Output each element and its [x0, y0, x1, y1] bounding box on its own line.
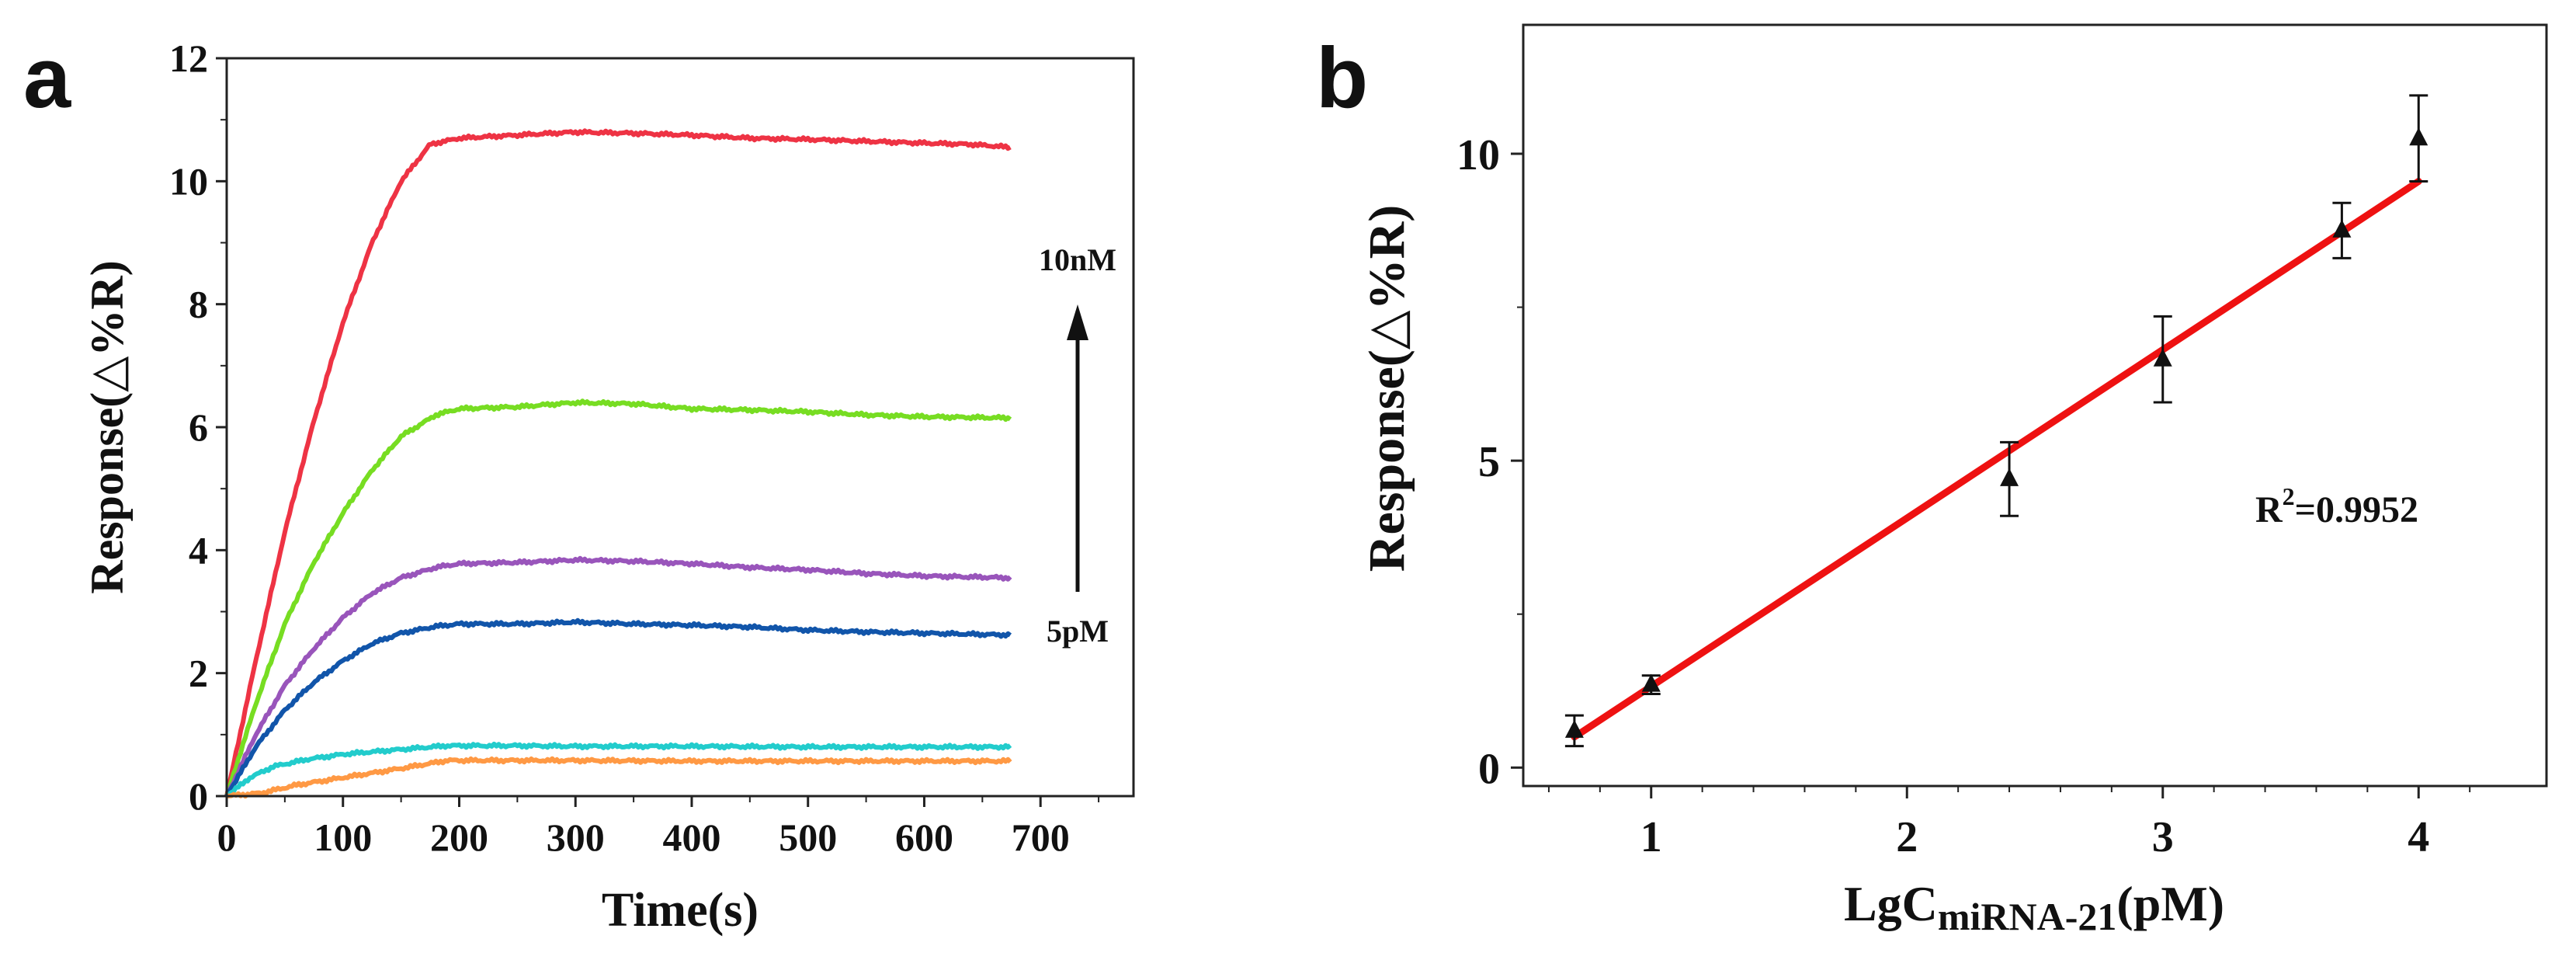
panel-b-r2-annotation: R2=0.9952 [2255, 482, 2418, 530]
panel-b-xtick-label: 2 [1896, 813, 1918, 861]
panel-b-fit-line [1571, 178, 2422, 741]
panel-a-xtick-label: 500 [779, 816, 837, 859]
panel-b-data-point [2000, 468, 2019, 486]
panel-b-xlabel-sub: miRNA-21 [1938, 895, 2117, 938]
panel-a-series-line [224, 128, 1012, 797]
panel-a-ytick-label: 8 [189, 283, 208, 326]
panel-a-annotation-bottom: 5pM [1047, 614, 1109, 649]
panel-a-xtick-label: 100 [314, 816, 372, 859]
panel-a-xtick-label: 700 [1012, 816, 1070, 859]
panel-b-xlabel: LgCmiRNA-21(pM) [1844, 876, 2224, 938]
panel-b-ytick-label: 10 [1456, 131, 1500, 179]
panel-a-axes-frame [225, 57, 1135, 798]
panel-a-series-line [226, 756, 1012, 799]
panel-a-annotation-top: 10nM [1039, 242, 1116, 277]
panel-a-ylabel: Response(△%R) [82, 260, 133, 593]
panel-a-xtick-label: 0 [217, 816, 237, 859]
panel-b-ylabel: Response(△%R) [1359, 205, 1415, 572]
panel-b-ytick-label: 0 [1478, 745, 1500, 793]
panel-a-xtick-label: 200 [430, 816, 488, 859]
panel-label-b: b [1316, 30, 1368, 126]
panel-b-xtick-label: 4 [2408, 813, 2429, 861]
panel-b-data-point [1564, 719, 1584, 738]
panel-a-series-line [224, 555, 1012, 798]
panel-a-ytick-label: 10 [169, 159, 208, 203]
panel-a-ytick-label: 12 [169, 37, 208, 80]
panel-b-xtick-label: 3 [2152, 813, 2174, 861]
panel-a-xtick-label: 300 [547, 816, 605, 859]
panel-a-ytick-label: 2 [189, 652, 208, 695]
panel-a-series-line [224, 617, 1012, 798]
panel-a-ytick-label: 0 [189, 774, 208, 818]
panel-a-xlabel: Time(s) [602, 884, 759, 937]
panel-b-xtick-label: 1 [1640, 813, 1662, 861]
panel-a-xtick-label: 400 [662, 816, 720, 859]
panel-label-a: a [23, 30, 71, 126]
panel-b-data-point [1641, 673, 1661, 692]
panel-b-r2-superscript: 2 [2283, 482, 2295, 510]
panel-b-data-point [2332, 219, 2352, 238]
panel-b-r2-letter: R [2255, 489, 2283, 530]
panel-b-data-point [2409, 127, 2428, 146]
panel-a-arrow-head [1067, 304, 1088, 340]
panel-a-ytick-label: 4 [189, 528, 208, 572]
panel-b-ytick-label: 5 [1478, 438, 1500, 486]
panel-b-xlabel-main: LgC [1844, 876, 1938, 931]
panel-b-axes-frame [1522, 23, 2548, 788]
panel-a-xtick-label: 600 [895, 816, 953, 859]
panel-a-ytick-label: 6 [189, 405, 208, 449]
panel-a-series-line [225, 741, 1012, 798]
panel-b-data-point [2153, 348, 2172, 367]
panel-b-xlabel-unit: (pM) [2116, 876, 2224, 931]
panel-b-r2-value: =0.9952 [2295, 489, 2418, 530]
panel-a-series-line [224, 398, 1012, 797]
